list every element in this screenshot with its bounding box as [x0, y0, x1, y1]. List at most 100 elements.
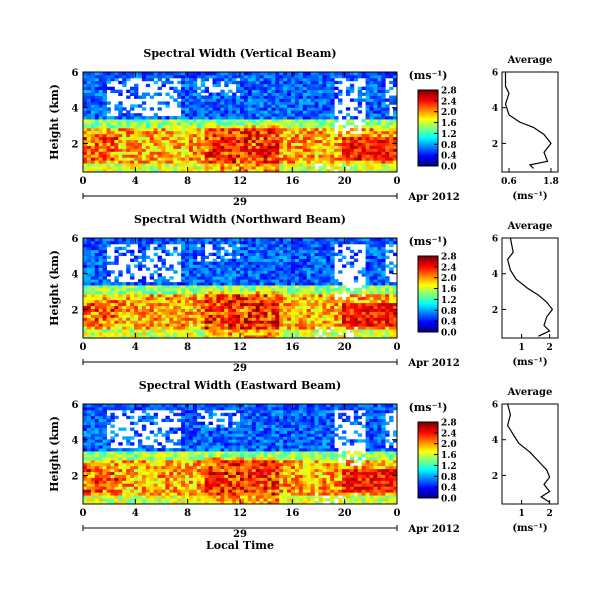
heatmap-cell	[137, 267, 143, 271]
heatmap-cell	[208, 326, 213, 330]
heatmap-cell	[275, 270, 280, 274]
heatmap-cell	[228, 329, 233, 333]
heatmap-cell	[326, 107, 331, 111]
heatmap-cell	[314, 305, 319, 309]
heatmap-cell	[373, 299, 378, 304]
heatmap-cell	[212, 311, 217, 315]
heatmap-cell	[118, 305, 123, 309]
heatmap-cell	[294, 110, 300, 114]
heatmap-cell	[204, 264, 210, 268]
heatmap-cell	[267, 92, 272, 96]
heatmap-cell	[334, 305, 339, 309]
heatmap-cell	[271, 308, 276, 312]
heatmap-cell	[243, 308, 249, 312]
heatmap-cell	[134, 142, 139, 146]
heatmap-cell	[236, 160, 241, 164]
y-tick-label: 6	[72, 234, 79, 245]
heatmap-cell	[259, 148, 264, 152]
heatmap-cell	[291, 299, 296, 304]
heatmap-cell	[338, 252, 343, 257]
heatmap-cell	[232, 326, 237, 330]
heatmap-cell	[271, 323, 276, 327]
heatmap-cell	[267, 320, 272, 324]
heatmap-cell	[165, 166, 170, 170]
heatmap-cell	[255, 169, 261, 173]
heatmap-cell	[314, 145, 319, 149]
heatmap-cell	[314, 72, 319, 76]
heatmap-cell	[345, 154, 351, 158]
heatmap-cell	[361, 270, 367, 274]
heatmap-cell	[267, 136, 272, 141]
heatmap-cell	[208, 299, 213, 304]
heatmap-cell	[137, 285, 143, 289]
heatmap-cell	[294, 86, 300, 91]
heatmap-cell	[334, 299, 339, 304]
heatmap-cell	[137, 160, 143, 164]
heatmap-cell	[381, 110, 386, 114]
heatmap-cell	[196, 335, 202, 339]
heatmap-cell	[263, 95, 268, 99]
heatmap-cell	[177, 151, 182, 155]
heatmap-cell	[118, 163, 123, 167]
heatmap-cell	[161, 116, 166, 120]
heatmap-cell	[169, 139, 174, 143]
heatmap-cell	[330, 308, 335, 312]
heatmap-cell	[94, 261, 100, 265]
heatmap-cell	[216, 329, 221, 333]
heatmap-cell	[263, 273, 268, 277]
heatmap-cell	[267, 273, 272, 277]
heatmap-cell	[192, 160, 198, 164]
colorbar-segment	[418, 160, 438, 163]
heatmap-cell	[251, 293, 257, 298]
heatmap-cell	[94, 127, 100, 132]
heatmap-cell	[200, 124, 206, 129]
heatmap-cell	[267, 288, 272, 292]
heatmap-cell	[228, 285, 233, 289]
heatmap-cell	[220, 72, 225, 76]
heatmap-cell	[373, 270, 378, 274]
heatmap-cell	[173, 311, 178, 315]
heatmap-cell	[232, 332, 237, 336]
heatmap-cell	[122, 323, 127, 327]
heatmap-cell	[263, 249, 268, 254]
heatmap-cell	[283, 323, 288, 327]
heatmap-cell	[294, 255, 300, 259]
heatmap-cell	[330, 160, 335, 164]
heatmap-cell	[236, 290, 241, 295]
heatmap-cell	[204, 116, 210, 120]
heatmap-cell	[318, 139, 323, 143]
heatmap-cell	[314, 296, 319, 301]
heatmap-cell	[102, 110, 107, 114]
heatmap-cell	[173, 302, 178, 307]
heatmap-cell	[310, 160, 315, 164]
heatmap-cell	[365, 110, 370, 114]
heatmap-cell	[220, 154, 225, 158]
heatmap-cell	[165, 320, 170, 324]
heatmap-cell	[377, 240, 382, 245]
heatmap-cell	[369, 332, 374, 336]
colorbar-segment	[418, 314, 438, 317]
heatmap-cell	[110, 296, 115, 301]
heatmap-cell	[291, 311, 296, 315]
heatmap-cell	[243, 249, 249, 254]
heatmap-cell	[334, 133, 339, 138]
heatmap-cell	[342, 264, 347, 268]
heatmap-cell	[247, 276, 253, 280]
heatmap-cell	[220, 258, 225, 262]
heatmap-cell	[169, 252, 174, 257]
heatmap-cell	[255, 308, 261, 312]
heatmap-cell	[381, 139, 386, 143]
heatmap-cell	[110, 314, 115, 318]
heatmap-cell	[90, 326, 96, 330]
heatmap-cell	[251, 255, 257, 259]
heatmap-cell	[188, 139, 194, 143]
heatmap-cell	[243, 72, 249, 76]
heatmap-cell	[192, 136, 198, 141]
heatmap-cell	[377, 95, 382, 99]
heatmap-cell	[302, 116, 308, 120]
heatmap-cell	[98, 169, 104, 173]
heatmap-cell	[102, 89, 107, 93]
heatmap-cell	[353, 252, 359, 257]
heatmap-cell	[126, 154, 131, 158]
heatmap-cell	[165, 169, 170, 173]
